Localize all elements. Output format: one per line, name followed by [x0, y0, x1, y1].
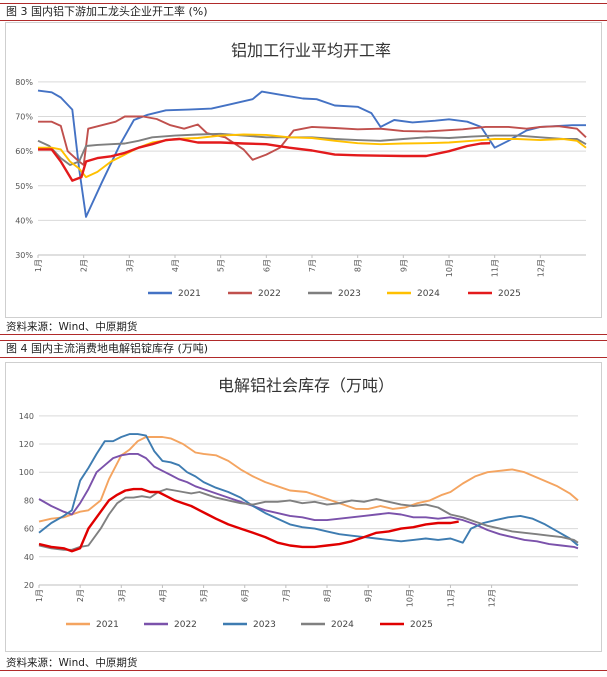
- c2-x-tick-label: 6月: [241, 589, 250, 602]
- c2-y-tick-label: 140: [19, 412, 34, 421]
- chart2-legend: 2021 2022 2023 2024 2025: [66, 620, 433, 630]
- c1-x-tick-label: 6月: [262, 259, 271, 272]
- c1-x-tick-label: 1月: [34, 259, 43, 272]
- chart2-title: 电解铝社会库存（万吨）: [218, 376, 394, 395]
- figure4-caption: 图 4 国内主流消费地电解铝锭库存 (万吨): [0, 340, 607, 358]
- c2-y-tick-label: 40: [24, 553, 34, 562]
- c2-series-2022: [38, 452, 579, 550]
- c2-legend-label-2022: 2022: [174, 620, 197, 630]
- c2-x-tick-label: 11月: [446, 589, 455, 607]
- chart1-series: [37, 89, 587, 218]
- c2-series-2023: [38, 433, 579, 547]
- chart1-title: 铝加工行业平均开工率: [231, 41, 391, 60]
- chart2-series: [38, 433, 579, 553]
- chart1-container: 铝加工行业平均开工率 30% 40% 50% 60% 70% 80% 1月 2月 3月 4月 5月…: [5, 22, 602, 318]
- c1-series-2023: [37, 132, 587, 166]
- chart2-container: 电解铝社会库存（万吨） 20 40 60 80 100 120 140 1月 2月 3月 4月 5月…: [5, 362, 602, 652]
- c1-x-tick-label: 5月: [217, 259, 226, 272]
- chart1-x-ticks: 1月 2月 3月 4月 5月 6月 7月 8月 9月 10月 11月 12月: [34, 254, 586, 277]
- c2-y-tick-label: 100: [19, 468, 34, 477]
- chart1-legend: 2021 2022 2023 2024 2025: [148, 289, 521, 299]
- c2-x-tick-label: 5月: [200, 589, 209, 602]
- c1-x-tick-label: 8月: [354, 259, 363, 272]
- c1-y-tick-label: 70%: [15, 113, 33, 122]
- c2-legend-label-2024: 2024: [331, 620, 354, 630]
- chart1-svg: 铝加工行业平均开工率 30% 40% 50% 60% 70% 80% 1月 2月 3月 4月 5月…: [15, 41, 587, 299]
- c1-legend-label-2022: 2022: [258, 289, 281, 299]
- c1-y-tick-label: 50%: [15, 182, 33, 191]
- figure3-source: 资料来源：Wind、中原期货: [0, 320, 607, 335]
- c1-y-tick-label: 80%: [15, 78, 33, 87]
- c1-y-tick-label: 30%: [15, 251, 33, 260]
- c2-series-2021: [38, 436, 579, 523]
- c1-x-tick-label: 7月: [308, 259, 317, 272]
- c2-x-tick-label: 4月: [158, 589, 167, 602]
- c2-x-tick-label: 3月: [117, 589, 126, 602]
- c2-y-tick-label: 60: [24, 525, 34, 534]
- c1-x-tick-label: 11月: [491, 259, 500, 277]
- c1-series-2024: [38, 133, 587, 179]
- c2-legend-label-2025: 2025: [410, 620, 433, 630]
- chart2-x-ticks: 1月 2月 3月 4月 5月 6月 7月 8月 9月 10月 11月 12月: [35, 584, 578, 607]
- c1-x-tick-label: 9月: [399, 259, 408, 272]
- c1-x-tick-label: 2月: [80, 259, 89, 272]
- c2-x-tick-label: 1月: [35, 589, 44, 602]
- c2-x-tick-label: 12月: [488, 589, 497, 607]
- c2-legend-label-2021: 2021: [96, 620, 119, 630]
- c2-x-tick-label: 10月: [405, 589, 414, 607]
- c1-legend-label-2021: 2021: [178, 289, 201, 299]
- figure4-source: 资料来源：Wind、中原期货: [0, 656, 607, 671]
- c1-x-tick-label: 10月: [445, 259, 454, 277]
- c2-y-tick-label: 20: [24, 581, 34, 590]
- c1-series-2022: [38, 115, 587, 166]
- c2-series-2024: [38, 488, 579, 551]
- c2-series-2025: [38, 487, 459, 553]
- chart2-svg: 电解铝社会库存（万吨） 20 40 60 80 100 120 140 1月 2月 3月 4月 5月…: [19, 376, 579, 630]
- chart2-y-ticks: 20 40 60 80 100 120 140: [19, 412, 34, 590]
- c1-x-tick-label: 4月: [171, 259, 180, 272]
- c1-x-tick-label: 3月: [125, 259, 134, 272]
- c2-x-tick-label: 9月: [364, 589, 373, 602]
- c1-series-2025: [38, 137, 491, 182]
- chart1-y-ticks: 30% 40% 50% 60% 70% 80%: [15, 78, 33, 260]
- figure3-caption: 图 3 国内铝下游加工龙头企业开工率 (%): [0, 3, 607, 21]
- c2-legend-label-2023: 2023: [253, 620, 276, 630]
- c2-x-tick-label: 7月: [282, 589, 291, 602]
- c1-legend-label-2024: 2024: [417, 289, 440, 299]
- c1-series-2021: [37, 89, 586, 218]
- c2-y-tick-label: 80: [24, 496, 34, 505]
- chart1-gridlines: [38, 81, 586, 256]
- c1-y-tick-label: 40%: [15, 216, 33, 225]
- c1-x-tick-label: 12月: [536, 259, 545, 277]
- c1-legend-label-2023: 2023: [338, 289, 361, 299]
- c2-x-tick-label: 2月: [76, 589, 85, 602]
- c2-y-tick-label: 120: [19, 440, 34, 449]
- c2-x-tick-label: 8月: [323, 589, 332, 602]
- c1-legend-label-2025: 2025: [498, 289, 521, 299]
- c1-y-tick-label: 60%: [15, 147, 33, 156]
